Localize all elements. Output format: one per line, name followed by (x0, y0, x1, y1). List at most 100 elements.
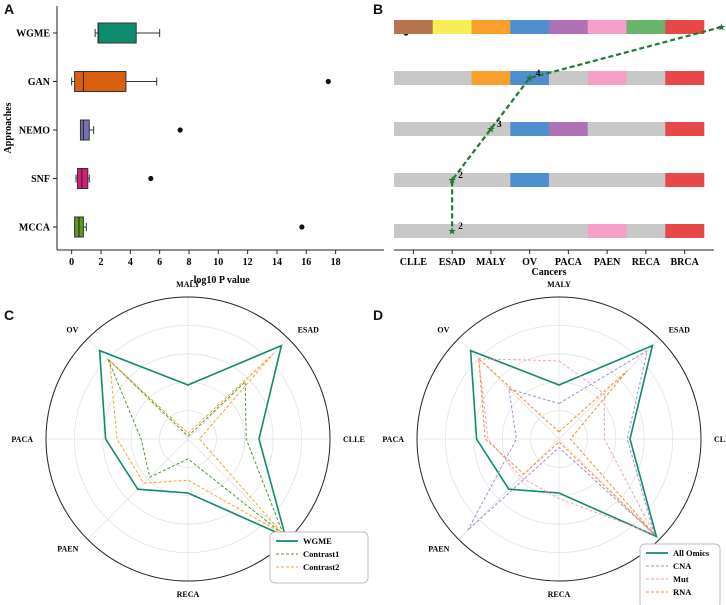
outlier-point (325, 78, 331, 85)
cell-snf-paen (587, 173, 627, 187)
axis-label-ov: OV (437, 325, 449, 334)
box-nemo (79, 119, 90, 141)
outlier-point (148, 175, 154, 182)
axis-label-paca: PACA (11, 435, 33, 444)
cell-gan-paen (587, 71, 627, 85)
panel-letter-d: D (373, 307, 383, 323)
cell-mcca-clle (394, 224, 434, 238)
panel-letter-c: C (4, 307, 14, 323)
legend-label: RNA (673, 587, 692, 597)
cell-snf-paca (549, 173, 589, 187)
series-line-mut (478, 358, 656, 536)
spoke-line (187, 338, 289, 440)
cell-wgme-ov (510, 20, 550, 34)
y-tick-label: WGME (16, 29, 50, 40)
cell-mcca-brca (665, 224, 705, 238)
count-label: 4 (536, 69, 541, 79)
x-tick-label: 14 (272, 257, 282, 268)
axis-label-clle: CLLE (343, 435, 365, 444)
series-line-contrast2 (109, 353, 283, 534)
outlier-point (177, 127, 183, 133)
spoke-line (187, 438, 289, 540)
cell-snf-maly (471, 173, 511, 187)
x-axis-label: -log10 P value (190, 275, 250, 286)
boxplot-panel: 0 2 4 6 8 10 12 14 16 18 WGME GAN NEMO SNF MCCA -log10… (3, 6, 409, 286)
cell-gan-reca (626, 71, 666, 85)
cell-gan-maly (471, 71, 511, 85)
cell-snf-brca (665, 173, 705, 187)
axis-label-esad: ESAD (298, 325, 320, 334)
spoke-line (458, 338, 560, 440)
box-wgme (97, 22, 137, 44)
axis-label-reca: RECA (548, 590, 571, 599)
count-label: 2 (458, 171, 463, 181)
significance-grid-panel: ★8★4★3★2★2CLLEESADMALYOVPACAPAENRECABRCA… (394, 20, 726, 278)
cell-mcca-paca (549, 224, 589, 238)
cell-mcca-ov (510, 224, 550, 238)
series-line-rna (478, 357, 656, 536)
cell-nemo-reca (626, 122, 666, 136)
trend-line (451, 25, 722, 231)
x-tick-label: PAEN (594, 257, 621, 268)
legend-label: Mut (673, 574, 689, 584)
x-tick-label: 8 (186, 257, 191, 268)
x-axis-label: Cancers (532, 267, 567, 278)
axis-label-maly: MALY (176, 280, 200, 289)
cell-gan-brca (665, 71, 705, 85)
series-line-contrast1 (107, 358, 285, 536)
cell-wgme-maly (471, 20, 511, 34)
series-line-all-omics (469, 344, 658, 538)
outer-ring (416, 296, 702, 582)
cell-wgme-paca (549, 20, 589, 34)
x-tick-label: MALY (476, 257, 506, 268)
series-line-wgme (98, 344, 287, 538)
x-tick-label: 6 (157, 257, 162, 268)
legend: All Omics CNA Mut RNA (639, 543, 721, 605)
outlier-point (299, 224, 305, 230)
x-tick-label: 4 (128, 257, 133, 268)
cell-wgme-clle (394, 20, 434, 34)
cell-nemo-clle (394, 122, 434, 136)
legend-label: Contrast2 (303, 562, 339, 572)
count-marker: ★ (717, 23, 726, 34)
count-marker: ★ (448, 227, 457, 238)
box-snf (77, 168, 89, 189)
cell-nemo-paen (587, 122, 627, 136)
cell-wgme-brca (665, 20, 705, 34)
cell-gan-esad (432, 71, 472, 85)
panel-letter-a: A (4, 1, 14, 17)
radar-panel-c: MALYESADCLLEBRCARECAPAENPACAOVWGMEContra… (11, 280, 369, 599)
axis-label-paen: PAEN (428, 545, 449, 554)
x-tick-label: PACA (555, 257, 583, 268)
count-label: 3 (497, 120, 502, 130)
y-axis-label: Approaches (3, 102, 14, 153)
count-marker: ★ (486, 125, 495, 136)
series-line-cna (467, 349, 656, 536)
axis-label-paen: PAEN (57, 545, 78, 554)
cell-wgme-paen (587, 20, 627, 34)
axis-label-esad: ESAD (669, 325, 691, 334)
cell-snf-ov (510, 173, 550, 187)
cell-mcca-paen (587, 224, 627, 238)
x-tick-label: OV (522, 257, 538, 268)
cell-nemo-brca (665, 122, 705, 136)
spoke-line (87, 338, 189, 440)
cell-gan-paca (549, 71, 589, 85)
y-tick-label: MCCA (19, 223, 51, 234)
cell-nemo-maly (471, 122, 511, 136)
y-tick-label: SNF (31, 174, 50, 185)
x-tick-label: 0 (69, 257, 74, 268)
cell-snf-clle (394, 173, 434, 187)
legend-box (639, 543, 721, 605)
spoke-line (558, 338, 660, 440)
radar-panel-d: MALYESADCLLEBRCARECAPAENPACAOVAll OmicsC… (382, 280, 726, 605)
x-tick-label: 2 (98, 257, 103, 268)
cell-wgme-reca (626, 20, 666, 34)
x-tick-label: ESAD (439, 257, 466, 268)
legend: WGME Contrast1 Contrast2 (269, 531, 369, 584)
axis-label-maly: MALY (547, 280, 571, 289)
panel-letter-b: B (373, 1, 383, 17)
legend-label: All Omics (673, 548, 710, 558)
count-marker: ★ (448, 176, 457, 187)
